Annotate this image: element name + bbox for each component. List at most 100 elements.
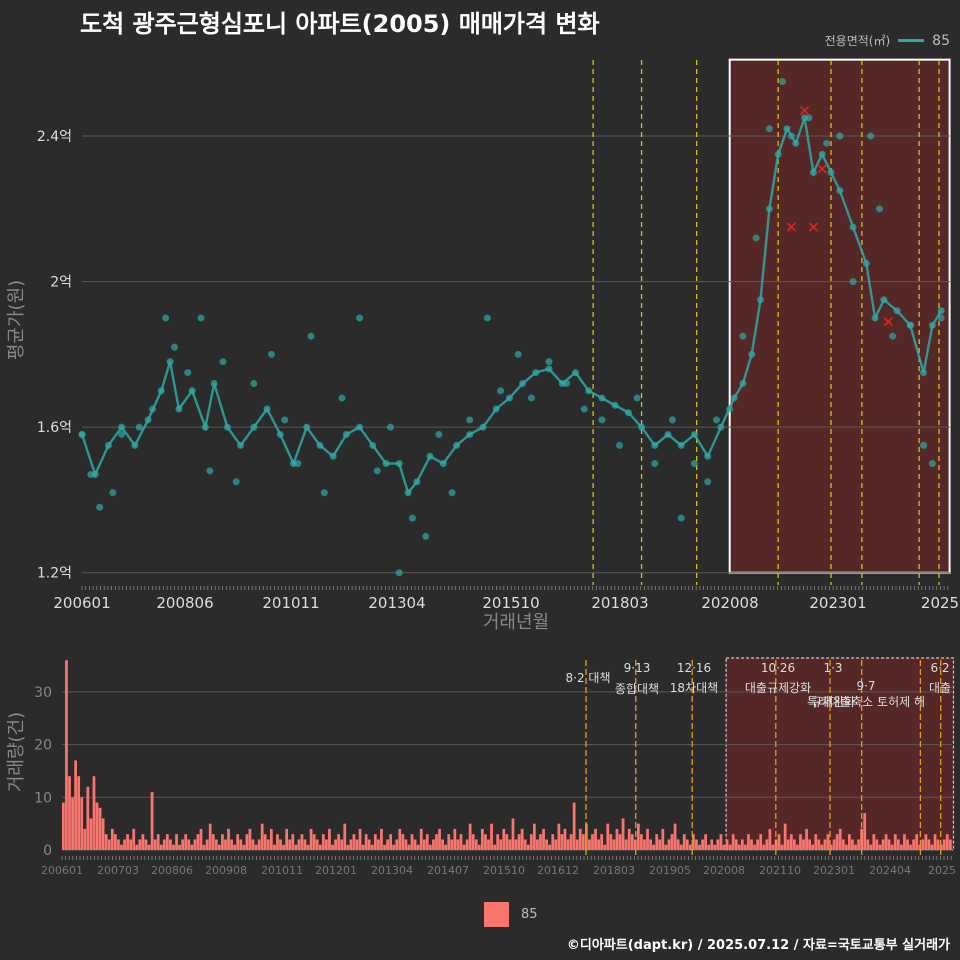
volume-bar [193,839,197,850]
y-axis-label: 평균가(원) [6,280,27,360]
footer-credit: ©디아파트(dapt.kr) / 2025.07.12 / 자료=국토교통부 실… [566,938,950,953]
volume-bar [435,834,438,850]
volume-bar [346,844,350,850]
price-point [774,150,782,158]
volume-bar [450,839,454,850]
volume-bar [481,828,484,850]
volume-bar [98,807,102,850]
volume-bar [851,839,854,850]
volume-bar [799,834,802,850]
volume-bar [343,823,347,850]
volume-bar [936,839,940,850]
price-point [439,460,447,468]
volume-bar [279,839,282,850]
bar-x-tick-label: 201510 [483,864,525,877]
volume-bar [900,844,903,850]
price-point [316,441,324,449]
volume-bar [713,844,717,850]
volume-bar [529,834,533,850]
price-point [580,405,588,413]
policy-date-label: 10·26 [761,661,795,675]
price-point [937,314,945,322]
price-point [250,423,258,431]
bar-legend-swatch [484,902,509,927]
x-tick-label: 202301 [809,594,866,612]
volume-bar [526,844,530,850]
price-point [201,423,209,431]
price-point [792,139,800,147]
volume-bar [221,834,224,850]
volume-bar [202,844,206,850]
price-point [492,405,500,413]
volume-bar [838,828,842,850]
volume-bar [903,834,906,850]
price-point [303,423,311,431]
volume-bar [407,844,411,850]
volume-bar [505,834,509,850]
price-point [267,350,275,358]
price-point [717,423,725,431]
volume-bar [126,834,129,850]
volume-bar [496,834,500,850]
price-point [466,430,474,438]
volume-bar [444,844,448,850]
volume-bar [685,839,689,850]
volume-bar [869,844,873,850]
volume-bar [425,834,429,850]
volume-bar [909,844,912,850]
volume-bar [392,844,396,850]
price-point [726,405,734,413]
bar-x-tick-label: 202301 [813,864,855,877]
legend-line-swatch [898,39,925,42]
volume-bar [734,839,738,850]
price-point [413,478,421,486]
price-point [787,132,795,140]
volume-bar [214,839,218,850]
volume-bar [551,834,555,850]
volume-bar [811,844,815,850]
volume-bar [468,823,472,850]
volume-bar [74,760,77,850]
volume-bar [404,839,408,850]
volume-bar [147,844,151,850]
policy-name-label: 대출 [929,681,951,695]
volume-bar [612,839,616,850]
bar-x-tick-label: 2025 [928,864,956,877]
volume-bar [536,839,539,850]
price-point [690,430,698,438]
volume-bar [410,834,414,850]
price-point [148,405,156,413]
volume-bar [756,839,760,850]
volume-bar [230,839,233,850]
volume-bar [667,839,671,850]
price-point [704,478,712,486]
policy-date-label: 8·2 대책 [566,670,611,685]
price-point [739,332,747,340]
volume-bar [786,839,790,850]
volume-bar [750,839,753,850]
volume-bar [661,828,665,850]
bar-x-tick-label: 201201 [315,864,357,877]
bar-y-tick-label: 10 [34,790,52,806]
volume-bar [670,834,674,850]
price-point [426,452,434,460]
price-point [805,114,813,122]
price-point [395,460,403,468]
price-point [144,416,152,424]
price-point [849,278,857,286]
volume-bar [117,839,120,850]
volume-bar [630,834,634,850]
volume-bar [762,844,766,850]
volume-bar [196,834,200,850]
volume-bar [872,834,876,850]
x-tick-label: 202008 [701,594,758,612]
price-point [889,332,897,340]
price-point [162,314,170,322]
price-point [730,394,738,402]
price-point [668,416,676,424]
volume-bar [918,844,922,850]
bar-legend-label: 85 [521,907,538,922]
price-point [748,350,756,358]
volume-bar [682,834,686,850]
policy-date-label: 1·3 [823,661,842,675]
